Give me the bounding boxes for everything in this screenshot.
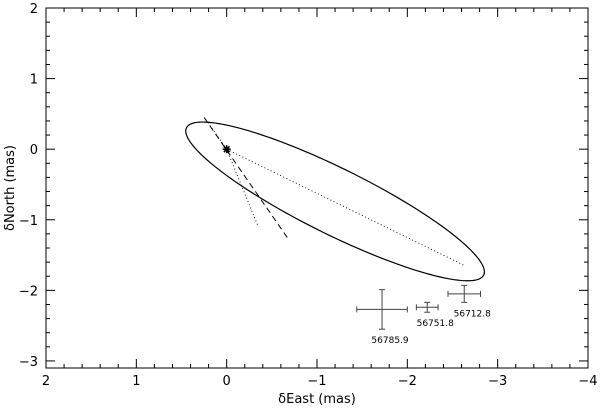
- y-axis-title: δNorth (mas): [3, 145, 18, 231]
- plot-frame: [45, 7, 589, 369]
- node-line: [203, 117, 288, 238]
- x-ticks: 2 1 0 −1 −2 −3 −4: [42, 8, 598, 389]
- x-tick-label: −1: [307, 374, 326, 389]
- x-tick-label: 1: [132, 374, 140, 389]
- star-stroke: [223, 145, 231, 153]
- primary-star-layer: [222, 145, 231, 154]
- x-tick-label: −4: [578, 374, 597, 389]
- x-tick-label: 2: [42, 374, 50, 389]
- x-tick-label: −2: [398, 374, 417, 389]
- orbit-lines-layer: [203, 117, 464, 266]
- y-ticks: −3 −2 −1 0 1 2: [19, 2, 588, 370]
- orbit-ellipse-layer: [185, 121, 485, 282]
- y-tick-label: 0: [30, 143, 38, 158]
- x-tick-label: 0: [223, 374, 231, 389]
- y-tick-label: −1: [19, 214, 38, 229]
- x-axis-title: δEast (mas): [278, 392, 356, 407]
- y-tick-label: 2: [30, 2, 38, 17]
- dotted-line: [226, 148, 464, 266]
- epoch-label: 56785.9: [371, 336, 408, 346]
- y-tick-label: −2: [19, 284, 38, 299]
- dotted-line: [226, 149, 259, 227]
- orbit-ellipse: [185, 121, 485, 282]
- x-tick-label: −3: [488, 374, 507, 389]
- epoch-label: 56712.8: [454, 309, 491, 319]
- primary-star-marker: [222, 145, 231, 154]
- y-tick-label: −3: [19, 355, 38, 370]
- y-tick-label: 1: [30, 73, 38, 88]
- epoch-label: 56751.8: [417, 319, 454, 329]
